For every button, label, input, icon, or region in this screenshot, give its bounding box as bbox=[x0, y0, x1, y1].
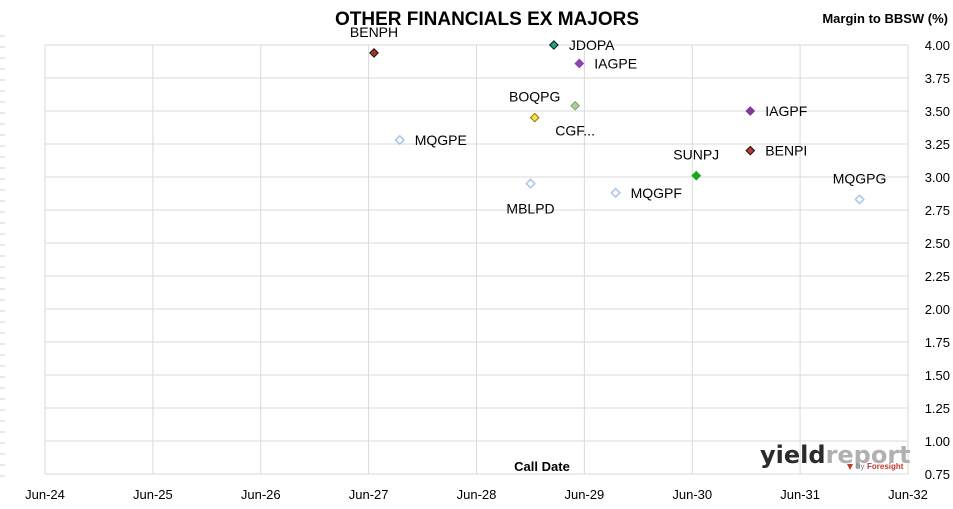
y-tick-label: 4.00 bbox=[925, 38, 950, 53]
x-tick-label: Jun-24 bbox=[25, 487, 65, 502]
x-tick-label: Jun-29 bbox=[565, 487, 605, 502]
point-label-jdopa: JDOPA bbox=[569, 37, 615, 53]
point-iagpf bbox=[745, 106, 756, 116]
point-mblpd bbox=[525, 178, 536, 189]
point-label-mblpd: MBLPD bbox=[506, 201, 554, 217]
point-label-sunpj: SUNPJ bbox=[673, 147, 719, 163]
point-jdopa bbox=[548, 40, 559, 50]
y-tick-label: 3.25 bbox=[925, 137, 950, 152]
chart-title: OTHER FINANCIALS EX MAJORS bbox=[335, 9, 639, 30]
x-tick-label: Jun-28 bbox=[457, 487, 497, 502]
left-axis-ticks bbox=[0, 35, 5, 477]
point-mqgpg bbox=[854, 194, 865, 205]
y-tick-label: 3.00 bbox=[925, 170, 950, 185]
y-axis-title: Margin to BBSW (%) bbox=[822, 11, 948, 26]
x-tick-label: Jun-32 bbox=[888, 487, 928, 502]
y-tick-label: 1.75 bbox=[925, 335, 950, 350]
brand-name-part1: yield bbox=[760, 441, 826, 469]
point-benpi bbox=[745, 145, 756, 156]
y-tick-label: 2.25 bbox=[925, 269, 950, 284]
y-tick-label: 1.00 bbox=[925, 434, 950, 449]
y-tick-labels: 0.75 1.00 1.25 1.50 1.75 2.00 2.25 2.50 2.75 3.00… bbox=[925, 38, 950, 482]
y-tick-label: 2.00 bbox=[925, 302, 950, 317]
point-label-cgf: CGF... bbox=[555, 123, 595, 139]
point-label-benpi: BENPI bbox=[765, 143, 807, 159]
y-tick-label: 2.50 bbox=[925, 236, 950, 251]
y-tick-label: 2.75 bbox=[925, 203, 950, 218]
point-label-iagpe: IAGPE bbox=[594, 55, 637, 71]
point-label-iagpf: IAGPF bbox=[765, 103, 807, 119]
brand-by-text: by bbox=[856, 462, 864, 471]
y-tick-label: 0.75 bbox=[925, 467, 950, 482]
x-tick-labels: Jun-24 Jun-25 Jun-26 Jun-27 Jun-28 Jun-29 Jun-… bbox=[25, 487, 928, 502]
point-benph bbox=[369, 48, 379, 58]
x-axis-title: Call Date bbox=[514, 459, 570, 474]
point-boqpg bbox=[529, 112, 540, 123]
point-label-benph: BENPH bbox=[350, 24, 398, 40]
brand-name-part2: report bbox=[826, 441, 911, 469]
point-label-mqgpe: MQGPE bbox=[415, 132, 467, 148]
point-iagpe bbox=[574, 58, 585, 69]
point-label-mqgpf: MQGPF bbox=[631, 185, 682, 201]
x-tick-label: Jun-26 bbox=[241, 487, 281, 502]
gridlines bbox=[44, 44, 909, 475]
brand-logo: yieldreport by Foresight bbox=[760, 441, 911, 471]
point-label-mqgpg: MQGPG bbox=[833, 170, 887, 186]
x-tick-label: Jun-30 bbox=[672, 487, 712, 502]
data-points bbox=[369, 40, 865, 205]
x-tick-label: Jun-31 bbox=[780, 487, 820, 502]
brand-wordmark: yieldreport bbox=[760, 441, 911, 469]
point-sunpj bbox=[691, 170, 702, 181]
point-labels: BENPH JDOPA IAGPE BOQPG CGF... IAGPF MQGPE BENP… bbox=[350, 24, 887, 217]
point-mqgpe bbox=[394, 134, 406, 146]
brand-partner: Foresight bbox=[867, 462, 904, 471]
y-tick-label: 1.50 bbox=[925, 368, 950, 383]
y-tick-label: 3.50 bbox=[925, 104, 950, 119]
point-label-boqpg: BOQPG bbox=[509, 89, 560, 105]
x-tick-label: Jun-27 bbox=[349, 487, 389, 502]
point-cgf bbox=[570, 100, 581, 111]
y-tick-label: 1.25 bbox=[925, 401, 950, 416]
foresight-mark-icon bbox=[847, 464, 853, 470]
x-tick-label: Jun-25 bbox=[133, 487, 173, 502]
point-mqgpf bbox=[610, 187, 621, 199]
y-tick-label: 3.75 bbox=[925, 71, 950, 86]
